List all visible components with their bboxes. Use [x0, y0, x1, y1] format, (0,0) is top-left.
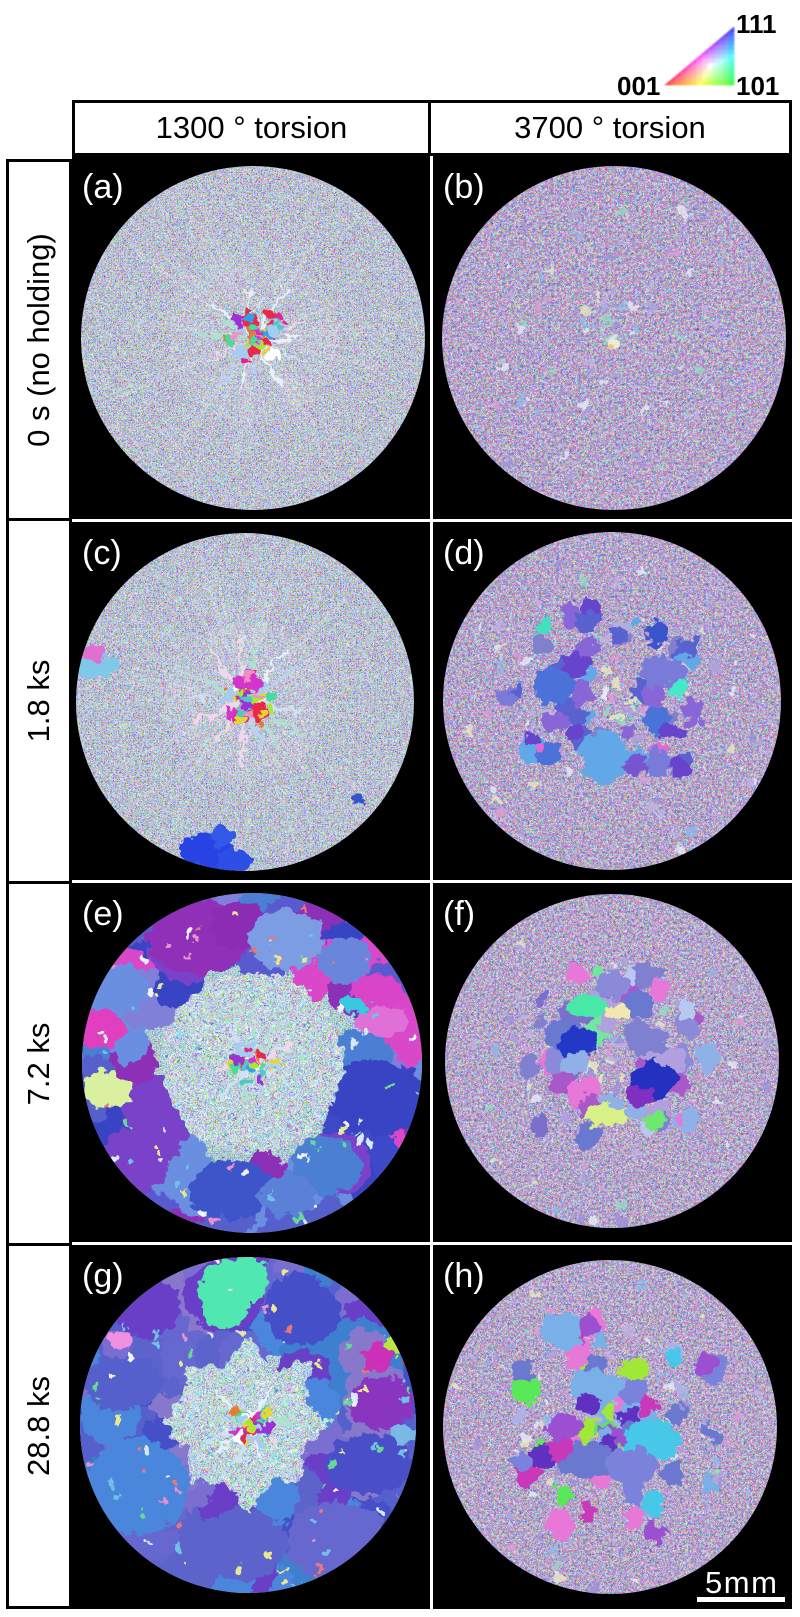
svg-text:(b): (b) [443, 168, 485, 206]
svg-text:(g): (g) [82, 1257, 124, 1295]
svg-text:(f): (f) [443, 895, 475, 933]
svg-text:(c): (c) [82, 534, 122, 572]
svg-text:(h): (h) [443, 1257, 485, 1295]
svg-text:(a): (a) [82, 168, 124, 206]
svg-text:5mm: 5mm [705, 1565, 778, 1600]
svg-text:111: 111 [736, 9, 777, 39]
svg-text:101: 101 [736, 71, 779, 99]
svg-text:(d): (d) [443, 534, 485, 572]
svg-text:(e): (e) [82, 895, 124, 933]
svg-text:001: 001 [617, 71, 660, 99]
